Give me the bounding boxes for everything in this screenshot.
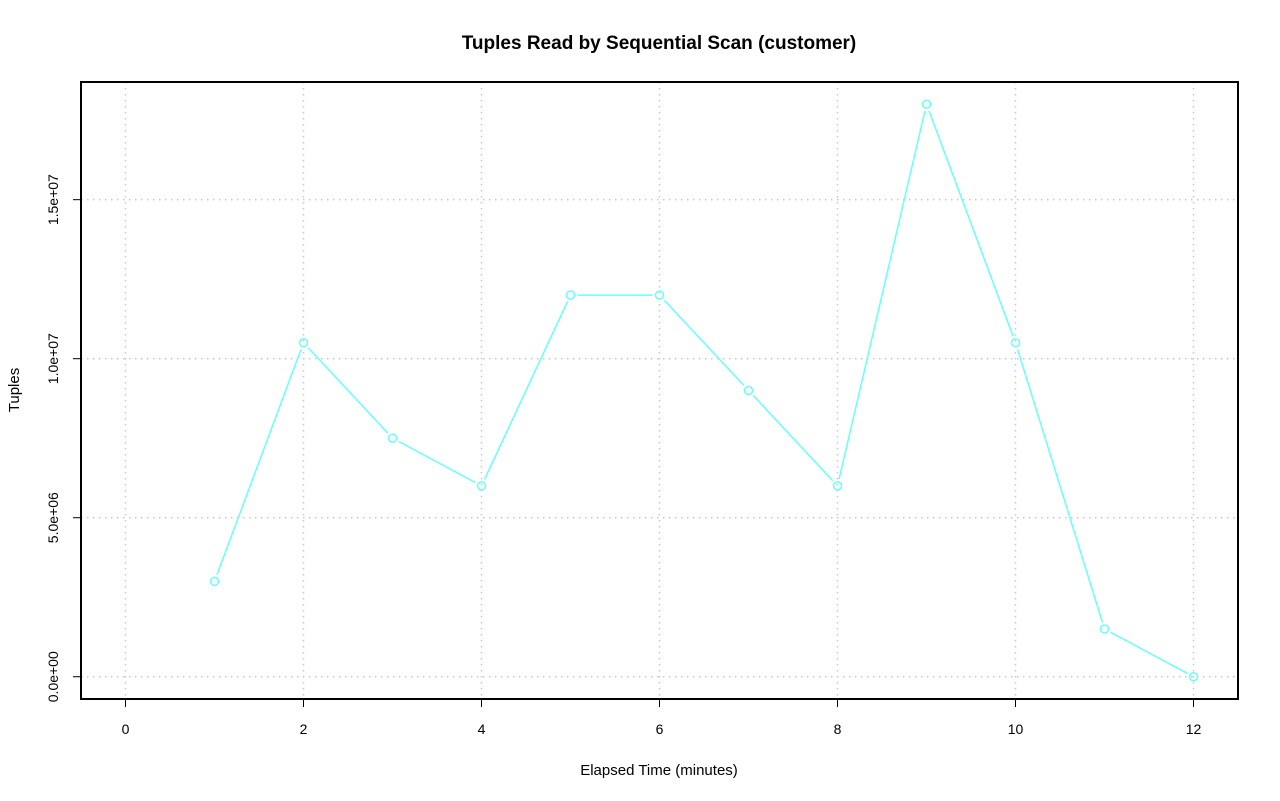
series-line-segment [1016, 349, 1104, 623]
x-tick-label: 4 [478, 721, 486, 737]
y-tick-label: 1.0e+07 [45, 333, 61, 384]
data-point [476, 481, 487, 491]
x-tick-label: 6 [656, 721, 664, 737]
x-tick-label: 2 [300, 721, 308, 737]
x-tick-label: 0 [122, 721, 130, 737]
x-axis-label: Elapsed Time (minutes) [580, 762, 738, 779]
data-point [832, 481, 843, 491]
series-line-segment [216, 349, 302, 576]
y-tick-label: 0.0e+00 [45, 651, 61, 702]
data-point [1099, 624, 1110, 634]
plot-frame [80, 81, 1239, 700]
series-line-segment [1110, 631, 1188, 675]
y-tick-label: 1.5e+07 [45, 174, 61, 225]
chart-title: Tuples Read by Sequential Scan (customer… [462, 33, 857, 54]
series-layer [209, 99, 1199, 682]
series-line-segment [838, 110, 926, 480]
data-point [654, 290, 665, 300]
series-line-segment [307, 347, 389, 434]
grid [81, 82, 1238, 699]
data-point [565, 290, 576, 300]
data-point [1010, 338, 1021, 348]
series-line-segment [663, 299, 745, 386]
series-line-segment [752, 395, 834, 482]
series-line-segment [483, 301, 569, 480]
y-tick-label: 5.0e+06 [45, 492, 61, 543]
x-tick-label: 8 [834, 721, 842, 737]
y-axis-label: Tuples [6, 368, 23, 412]
data-point [298, 338, 309, 348]
y-axis: 0.0e+00 5.0e+06 1.0e+07 1.5e+07 [45, 174, 81, 702]
x-tick-label: 12 [1186, 721, 1202, 737]
data-point [921, 99, 932, 110]
data-point [209, 576, 220, 587]
x-tick-label: 10 [1008, 721, 1024, 737]
series-line-segment [398, 440, 476, 484]
data-point [743, 385, 754, 396]
series-line-segment [928, 110, 1014, 337]
data-point [1188, 671, 1199, 682]
x-axis: 0 2 4 6 8 10 12 [122, 699, 1202, 737]
data-point [387, 433, 398, 443]
